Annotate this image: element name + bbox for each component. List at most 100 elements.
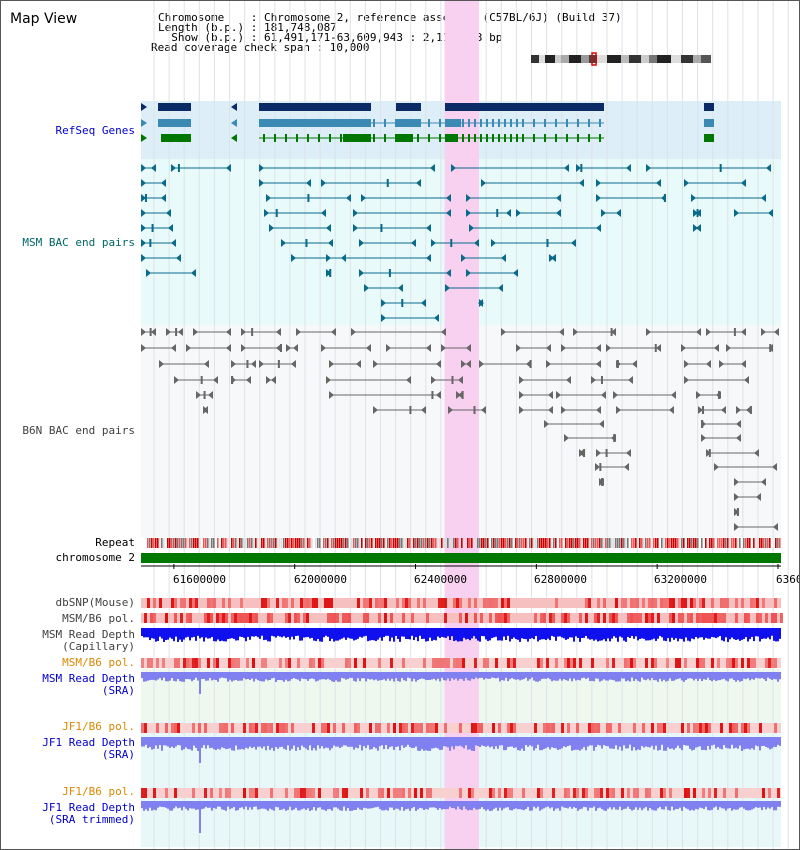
read-depth-bar (147, 628, 149, 638)
heatmap-cell (546, 658, 549, 668)
heatmap-cell (309, 658, 312, 668)
heatmap-cell (228, 598, 231, 608)
track-label-chromosome[interactable]: chromosome 2 (55, 551, 135, 564)
heatmap-cell (408, 788, 411, 798)
read-depth-bar (469, 737, 471, 750)
repeat-element (423, 538, 425, 548)
read-depth-bar (501, 672, 503, 681)
read-depth-bar (155, 737, 157, 746)
read-depth-bar (727, 737, 729, 749)
read-depth-bar (179, 737, 181, 746)
read-depth-bar (253, 801, 255, 807)
read-depth-bar (773, 737, 775, 747)
read-depth-bar (275, 672, 277, 682)
track-label-msm-bac[interactable]: MSM BAC end pairs (22, 236, 135, 249)
read-depth-bar (317, 628, 319, 640)
read-depth-bar (283, 628, 285, 637)
read-depth-bar (717, 628, 719, 638)
track-label-b6n-bac[interactable]: B6N BAC end pairs (22, 424, 135, 437)
bac-end-marker (696, 391, 701, 399)
read-depth-bar (207, 628, 209, 639)
read-depth-bar (309, 801, 311, 811)
read-depth-bar (621, 672, 623, 679)
read-depth-bar (703, 801, 705, 809)
track-label-repeat[interactable]: Repeat (95, 536, 135, 549)
read-depth-bar (291, 628, 293, 637)
track-label-refseq-genes[interactable]: RefSeq Genes (55, 124, 135, 137)
repeat-element (495, 538, 497, 548)
ideogram-band (589, 55, 597, 63)
read-depth-bar (245, 628, 247, 642)
track-label-msm-b6-pol-sra[interactable]: MSM/B6 pol. (62, 656, 135, 669)
read-depth-bar (751, 628, 753, 637)
read-depth-bar (247, 801, 249, 810)
read-depth-bar (539, 801, 541, 811)
heatmap-cell (180, 613, 183, 623)
repeat-element (235, 538, 237, 548)
read-depth-bar (561, 672, 563, 681)
read-depth-bar (499, 628, 501, 641)
read-depth-bar (717, 672, 719, 681)
read-depth-bar (267, 801, 269, 811)
read-depth-bar (625, 628, 627, 642)
track-label-msm-b6-pol[interactable]: MSM/B6 pol. (62, 612, 135, 625)
track-label-msm-read-depth-capillary[interactable]: MSM Read Depth (Capillary) (1, 629, 135, 653)
read-depth-bar (157, 801, 159, 808)
read-depth-bar (773, 801, 775, 811)
read-depth-bar (623, 737, 625, 746)
repeat-element (245, 538, 247, 548)
track-label-jf1-read-depth-trimmed[interactable]: JF1 Read Depth (SRA trimmed) (1, 802, 135, 826)
repeat-element (253, 538, 255, 548)
heatmap-cell (327, 598, 330, 608)
heatmap-cell (507, 598, 510, 608)
track-label-dbsnp[interactable]: dbSNP(Mouse) (55, 596, 135, 609)
read-depth-bar (697, 737, 699, 747)
track-label-msm-read-depth-sra[interactable]: MSM Read Depth (SRA) (1, 673, 135, 697)
read-depth-bar (725, 801, 727, 811)
track-label-jf1-read-depth-sra[interactable]: JF1 Read Depth (SRA) (1, 737, 135, 761)
read-depth-bar (537, 628, 539, 642)
repeat-element (569, 538, 571, 548)
read-depth-bar (207, 737, 209, 746)
heatmap-cell (189, 613, 192, 623)
bac-end-marker (559, 328, 564, 336)
heatmap-cell (498, 613, 501, 623)
heatmap-cell (543, 723, 546, 733)
read-depth-bar (319, 737, 321, 749)
heatmap-cell (345, 788, 348, 798)
read-depth-bar (777, 628, 779, 642)
heatmap-cell (510, 788, 513, 798)
read-depth-bar (479, 737, 481, 748)
read-depth-bar (161, 628, 163, 639)
read-depth-bar (173, 672, 175, 681)
read-depth-bar (507, 672, 509, 682)
read-depth-bar (371, 628, 373, 641)
track-label-jf1-b6-pol-trimmed[interactable]: JF1/B6 pol. (62, 785, 135, 798)
read-depth-bar (721, 737, 723, 750)
heatmap-cell (633, 658, 636, 668)
read-depth-bar (223, 628, 225, 642)
read-depth-bar (319, 628, 321, 642)
read-depth-bar (575, 737, 577, 750)
heatmap-cell (327, 723, 330, 733)
read-depth-bar (363, 672, 365, 679)
bac-end-marker (663, 194, 666, 202)
read-depth-bar (443, 737, 445, 747)
read-depth-bar (177, 737, 179, 745)
heatmap-cell (459, 598, 462, 608)
repeat-element (617, 538, 619, 548)
read-depth-bar (767, 672, 769, 678)
heatmap-cell (189, 658, 192, 668)
heatmap-cell (240, 598, 243, 608)
read-depth-bar (749, 628, 751, 640)
read-depth-bar (385, 801, 387, 810)
read-depth-bar (557, 737, 559, 750)
read-depth-bar (351, 628, 353, 639)
read-depth-bar (267, 672, 269, 681)
repeat-element (351, 538, 353, 548)
track-label-jf1-b6-pol[interactable]: JF1/B6 pol. (62, 720, 135, 733)
bac-end-marker (684, 179, 689, 187)
read-depth-bar (295, 672, 297, 680)
read-depth-bar (759, 672, 761, 679)
